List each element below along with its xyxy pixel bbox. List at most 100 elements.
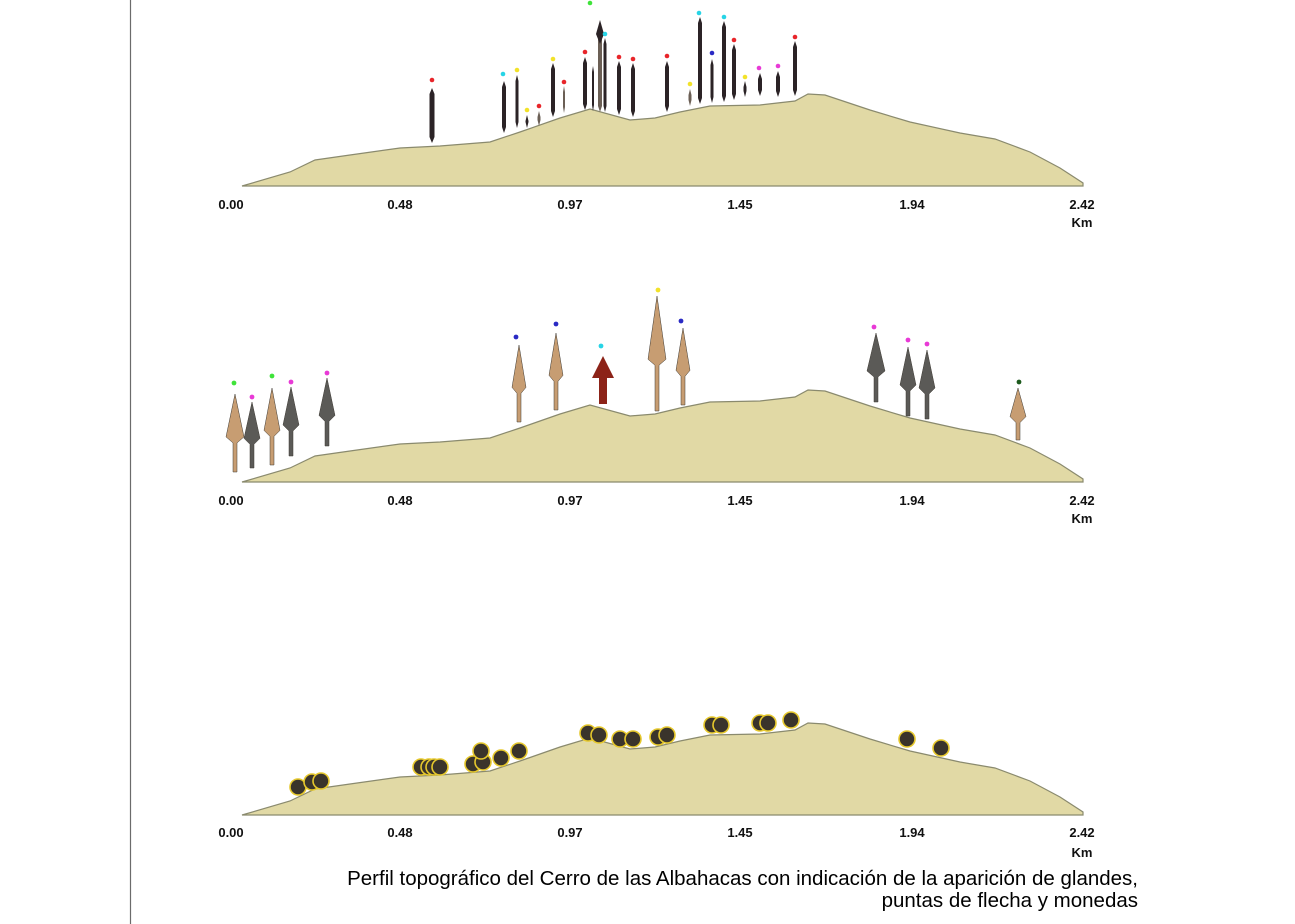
location-dot [269,373,275,379]
panel-puntas-de-flecha: 0.00 0.48 0.97 1.45 1.94 2.42 Km [218,287,1095,526]
tick-label-3: 1.45 [727,197,752,212]
location-dot [616,54,622,60]
location-dot [731,37,737,43]
coin-item [492,749,510,767]
tick-label-2: 0.97 [557,493,582,508]
tick-label-5: 2.42 [1069,493,1094,508]
terrain-profile [241,722,1084,816]
location-dot [602,31,608,37]
coin-item [932,739,950,757]
location-dot [1016,379,1022,385]
glans-item [537,111,541,126]
location-dot [664,53,670,59]
glans-item [515,75,519,128]
location-dot [756,65,762,71]
location-dot [582,49,588,55]
figure-caption: Perfil topográfico del Cerro de las Alba… [130,868,1138,912]
arrowhead-item [511,344,527,423]
coin-item [590,726,608,744]
location-dot [553,321,559,327]
tick-label-0: 0.00 [218,825,243,840]
location-dot [587,0,593,6]
arrowhead-item [866,332,886,403]
glans-item [502,81,506,133]
tick-label-3: 1.45 [727,493,752,508]
terrain-profile [241,93,1084,187]
red-arrow-marker [592,356,614,404]
coin-item [431,758,449,776]
distance-axis: 0.00 0.48 0.97 1.45 1.94 2.42 Km [218,197,1094,230]
location-dot [792,34,798,40]
tick-label-2: 0.97 [557,825,582,840]
location-dot [871,324,877,330]
arrowhead-item [918,349,936,420]
axis-unit-label: Km [1072,845,1093,860]
glans-item [551,63,555,117]
tick-label-5: 2.42 [1069,197,1094,212]
location-dot [721,14,727,20]
arrowhead-item [318,377,336,447]
location-dot [709,50,715,56]
location-dot [514,67,520,73]
location-dot [905,337,911,343]
location-dot [630,56,636,62]
glans-item [732,44,736,100]
panel-glandes: 0.00 0.48 0.97 1.45 1.94 2.42 Km [218,0,1095,230]
location-dot [288,379,294,385]
location-dot [678,318,684,324]
location-dot [513,334,519,340]
axis-unit-label: Km [1072,215,1093,230]
panel-monedas: 0.00 0.48 0.97 1.45 1.94 2.42 Km [218,711,1095,860]
location-dot [561,79,567,85]
location-dot [536,103,542,109]
axis-unit-label: Km [1072,511,1093,526]
coin-item [898,730,916,748]
tick-label-2: 0.97 [557,197,582,212]
tick-label-1: 0.48 [387,197,412,212]
glandes-markers [429,0,798,143]
tick-label-1: 0.48 [387,493,412,508]
arrowhead-item [225,393,245,473]
coin-item [782,711,800,729]
arrowhead-item [548,332,564,411]
arrowhead-item [263,387,281,466]
glans-item [710,59,714,103]
glans-item [776,71,780,97]
coin-item [312,772,330,790]
location-dot [500,71,506,77]
coin-item [510,742,528,760]
arrowhead-markers [225,287,1027,473]
arrowhead-item [243,401,261,469]
coin-item [759,714,777,732]
glans-item [698,17,702,104]
glans-item [583,57,587,110]
glans-item [598,32,602,112]
tick-label-0: 0.00 [218,493,243,508]
location-dot [775,63,781,69]
glans-item [631,63,635,117]
location-dot [524,107,530,113]
arrowhead-item [1009,387,1027,441]
arrowhead-item [282,386,300,457]
location-dot [324,370,330,376]
tick-label-4: 1.94 [899,825,925,840]
location-dot [550,56,556,62]
glans-item [603,38,607,112]
glans-item [743,81,747,97]
location-dot [429,77,435,83]
caption-line-2: puntas de flecha y monedas [881,889,1138,912]
glans-item [563,86,565,113]
arrowhead-item [647,295,667,412]
caption-line-1: Perfil topográfico del Cerro de las Alba… [347,867,1138,890]
glans-item [525,115,529,128]
location-dot [655,287,661,293]
location-dot [231,380,237,386]
location-dot [687,81,693,87]
tick-label-5: 2.42 [1069,825,1094,840]
coin-item [658,726,676,744]
glans-item [688,89,692,106]
glans-item [758,73,762,96]
location-dot [742,74,748,80]
arrowhead-item [675,327,691,406]
tick-label-4: 1.94 [899,197,925,212]
